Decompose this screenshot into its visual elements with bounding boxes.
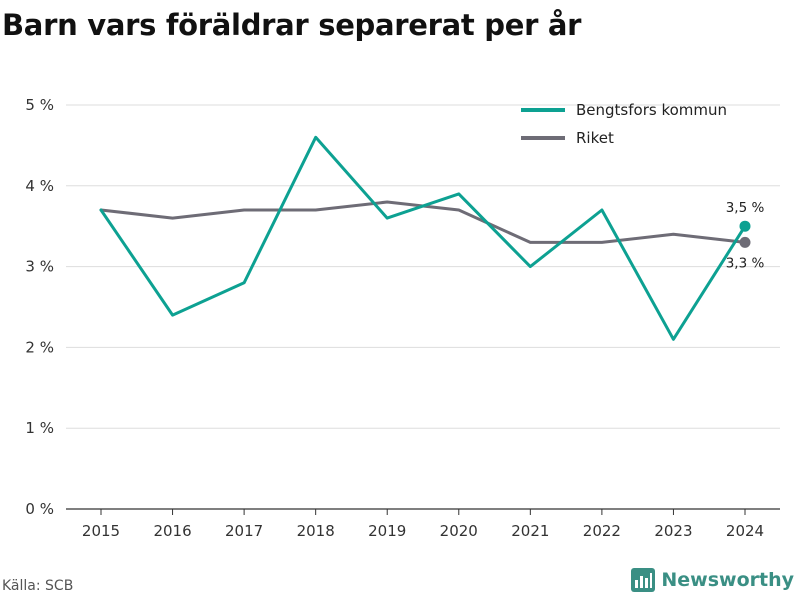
brand-name: Newsworthy (661, 569, 794, 591)
x-tick-label: 2022 (583, 522, 621, 540)
series-line-bengtsfors-kommun (99, 135, 747, 341)
y-tick-label: 1 % (25, 419, 54, 437)
series-lines (99, 135, 747, 341)
end-value-label: 3,3 % (726, 255, 765, 271)
chart-title: Barn vars föräldrar separerat per år (2, 8, 582, 42)
y-tick-label: 4 % (25, 177, 54, 195)
x-tick-label: 2023 (654, 522, 692, 540)
y-tick-label: 0 % (25, 500, 54, 518)
x-tick-label: 2015 (82, 522, 120, 540)
end-value-label: 3,5 % (726, 200, 765, 216)
y-tick-label: 3 % (25, 258, 54, 276)
y-axis: 0 % 1 % 2 % 3 % 4 % 5 % (25, 96, 54, 518)
series-line-riket (99, 200, 747, 244)
brand-logo: Newsworthy (631, 568, 794, 592)
grid-lines (66, 104, 780, 510)
bar-chart-icon (631, 568, 656, 592)
legend-label: Riket (576, 129, 614, 147)
x-tick-label: 2021 (511, 522, 549, 540)
end-point-marker (739, 220, 751, 232)
y-tick-label: 2 % (25, 338, 54, 356)
source-note: Källa: SCB (2, 578, 74, 594)
end-points: 3,5 % 3,3 % (726, 200, 765, 271)
x-tick-label: 2016 (153, 522, 191, 540)
x-tick-label: 2017 (225, 522, 263, 540)
x-tick-label: 2024 (726, 522, 764, 540)
x-tick-label: 2020 (440, 522, 478, 540)
x-tick-label: 2018 (297, 522, 335, 540)
y-tick-label: 5 % (25, 96, 54, 114)
end-point-marker (739, 236, 751, 248)
legend: Bengtsfors kommun Riket (521, 101, 727, 147)
legend-label: Bengtsfors kommun (576, 101, 727, 119)
x-axis: 2015 2016 2017 2018 2019 2020 2021 2022 2023 2024 (82, 509, 764, 540)
x-tick-label: 2019 (368, 522, 406, 540)
